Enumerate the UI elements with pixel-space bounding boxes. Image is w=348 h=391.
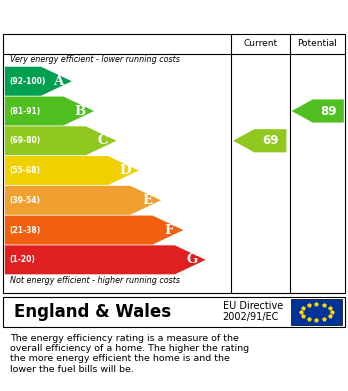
Text: EU Directive
2002/91/EC: EU Directive 2002/91/EC bbox=[223, 301, 283, 322]
Polygon shape bbox=[233, 129, 286, 152]
Text: (1-20): (1-20) bbox=[9, 255, 35, 264]
Text: The energy efficiency rating is a measure of the
overall efficiency of a home. T: The energy efficiency rating is a measur… bbox=[10, 334, 250, 374]
Bar bbox=[291, 299, 342, 325]
Text: (39-54): (39-54) bbox=[9, 196, 40, 205]
Polygon shape bbox=[5, 126, 116, 155]
Text: Energy Efficiency Rating: Energy Efficiency Rating bbox=[10, 9, 231, 23]
Polygon shape bbox=[5, 186, 161, 215]
Text: B: B bbox=[75, 104, 86, 118]
Text: E: E bbox=[142, 194, 152, 207]
Text: Potential: Potential bbox=[298, 39, 338, 48]
Polygon shape bbox=[5, 97, 94, 126]
Text: D: D bbox=[119, 164, 130, 177]
Text: 69: 69 bbox=[262, 134, 279, 147]
Text: A: A bbox=[53, 75, 63, 88]
Text: (55-68): (55-68) bbox=[9, 166, 40, 175]
Text: England & Wales: England & Wales bbox=[14, 303, 171, 321]
Polygon shape bbox=[5, 67, 72, 96]
Text: F: F bbox=[165, 224, 174, 237]
Text: (81-91): (81-91) bbox=[9, 106, 40, 115]
Text: 89: 89 bbox=[320, 104, 337, 118]
Bar bbox=[3, 297, 345, 327]
Text: (69-80): (69-80) bbox=[9, 136, 40, 145]
Text: (92-100): (92-100) bbox=[9, 77, 46, 86]
Polygon shape bbox=[5, 215, 183, 244]
Text: G: G bbox=[186, 253, 197, 266]
Text: (21-38): (21-38) bbox=[9, 226, 40, 235]
Text: Current: Current bbox=[244, 39, 278, 48]
Polygon shape bbox=[5, 156, 139, 185]
Text: C: C bbox=[97, 134, 108, 147]
Text: Not energy efficient - higher running costs: Not energy efficient - higher running co… bbox=[10, 276, 181, 285]
Polygon shape bbox=[292, 99, 344, 123]
Polygon shape bbox=[5, 245, 206, 274]
Text: Very energy efficient - lower running costs: Very energy efficient - lower running co… bbox=[10, 55, 180, 64]
